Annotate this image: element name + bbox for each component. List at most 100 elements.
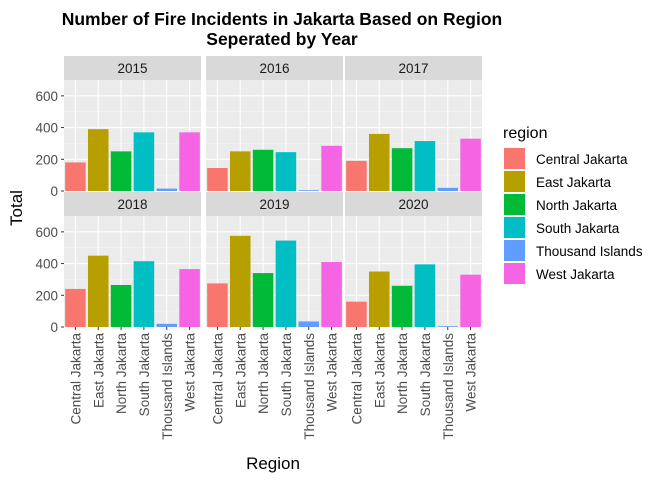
bar-2020-north-jakarta <box>391 285 413 327</box>
x-tick-label: North Jakarta <box>395 333 410 415</box>
facet-strip <box>206 192 343 216</box>
x-tick-label: North Jakarta <box>256 333 271 415</box>
facet-strip-label: 2019 <box>259 197 289 212</box>
legend-label: Thousand Islands <box>536 244 643 259</box>
bar-2020-central-jakarta <box>346 301 367 327</box>
legend-swatch <box>504 194 525 215</box>
bar-2017-thousand-islands <box>437 187 459 191</box>
bar-2016-north-jakarta <box>252 149 274 191</box>
legend-item-north-jakarta: North Jakarta <box>504 194 618 215</box>
legend-swatch <box>504 148 525 169</box>
bar-2018-central-jakarta <box>65 288 86 327</box>
bar-2018-south-jakarta <box>133 261 155 327</box>
y-tick-label: 0 <box>50 320 58 335</box>
bar-2016-east-jakarta <box>229 151 251 191</box>
legend-label: South Jakarta <box>536 221 620 236</box>
bar-2015-central-jakarta <box>65 162 86 191</box>
x-tick-label: South Jakarta <box>279 333 294 417</box>
legend-swatch <box>504 171 525 192</box>
panel-background <box>64 216 201 327</box>
facet-strip <box>64 192 201 216</box>
bar-2019-central-jakarta <box>207 283 228 327</box>
facet-panels: 2015 0 200 400 600 2016 2017 2018 0 200 400 600 Cent… <box>35 56 482 440</box>
legend-swatch <box>504 240 525 261</box>
bar-2018-thousand-islands <box>156 323 178 327</box>
y-tick-label: 400 <box>35 121 58 136</box>
x-tick-label: Central Jakarta <box>210 333 225 425</box>
bar-2015-north-jakarta <box>110 151 132 191</box>
x-tick-label: Thousand Islands <box>441 333 456 440</box>
legend-item-east-jakarta: East Jakarta <box>504 171 612 192</box>
legend-label: East Jakarta <box>536 175 612 190</box>
x-tick-label: South Jakarta <box>418 333 433 417</box>
y-tick-label: 200 <box>35 152 58 167</box>
legend-swatch <box>504 263 525 284</box>
x-tick-label: East Jakarta <box>233 333 248 409</box>
facet-strip-label: 2015 <box>117 61 147 76</box>
facet-strip-label: 2020 <box>398 197 428 212</box>
panel-background <box>345 80 482 191</box>
panel-background <box>206 80 343 191</box>
panel-background <box>345 216 482 327</box>
bar-2018-west-jakarta <box>179 269 200 327</box>
legend-label: West Jakarta <box>536 267 615 282</box>
x-tick-label: Thousand Islands <box>160 333 175 440</box>
bar-2019-thousand-islands <box>298 321 320 327</box>
x-axis-title: Region <box>246 454 300 473</box>
legend-item-south-jakarta: South Jakarta <box>504 217 620 238</box>
y-tick-label: 600 <box>35 225 58 240</box>
x-tick-label: West Jakarta <box>464 333 479 412</box>
x-tick-label: East Jakarta <box>91 333 106 409</box>
bar-2016-thousand-islands <box>298 190 320 191</box>
bar-2016-west-jakarta <box>321 145 342 191</box>
facet-strip <box>345 192 482 216</box>
facet-2020: 2020 Central Jakarta East Jakarta North Jak… <box>345 192 482 440</box>
bar-2017-north-jakarta <box>391 148 413 191</box>
legend: region Central Jakarta East Jakarta North … <box>503 125 643 284</box>
facet-strip <box>206 56 343 80</box>
y-axis-title: Total <box>7 190 26 226</box>
bar-2015-south-jakarta <box>133 132 155 191</box>
panel-background <box>206 216 343 327</box>
legend-item-central-jakarta: Central Jakarta <box>504 148 628 169</box>
bar-2019-west-jakarta <box>321 261 342 327</box>
y-tick-label: 0 <box>50 184 58 199</box>
facet-2017: 2017 <box>345 56 482 192</box>
facet-strip-label: 2017 <box>398 61 428 76</box>
bar-2019-east-jakarta <box>229 235 251 327</box>
bar-2015-east-jakarta <box>87 129 109 191</box>
bar-2017-east-jakarta <box>368 133 390 191</box>
bar-2017-west-jakarta <box>460 138 481 191</box>
legend-label: Central Jakarta <box>536 152 628 167</box>
bar-2020-west-jakarta <box>460 274 481 327</box>
bar-2020-thousand-islands <box>437 326 459 327</box>
legend-item-thousand-islands: Thousand Islands <box>504 240 643 261</box>
facet-strip-label: 2018 <box>117 197 147 212</box>
chart-title: Number of Fire Incidents in Jakarta Base… <box>62 9 503 29</box>
facet-2016: 2016 <box>206 56 343 192</box>
legend-swatch <box>504 217 525 238</box>
x-tick-label: Thousand Islands <box>302 333 317 440</box>
legend-item-west-jakarta: West Jakarta <box>504 263 615 284</box>
bar-2019-north-jakarta <box>252 273 274 327</box>
bar-2019-south-jakarta <box>275 240 297 327</box>
x-tick-label: West Jakarta <box>325 333 340 412</box>
bar-2020-south-jakarta <box>414 264 436 327</box>
x-tick-label: South Jakarta <box>137 333 152 417</box>
facet-2019: 2019 Central Jakarta East Jakarta North Jak… <box>206 192 343 440</box>
legend-label: North Jakarta <box>536 198 618 213</box>
x-tick-label: North Jakarta <box>114 333 129 415</box>
bar-2018-north-jakarta <box>110 284 132 327</box>
x-tick-label: East Jakarta <box>372 333 387 409</box>
bar-2017-south-jakarta <box>414 141 436 191</box>
facet-2015: 2015 0 200 400 600 <box>35 56 201 199</box>
facet-strip-label: 2016 <box>259 61 289 76</box>
bar-2016-south-jakarta <box>275 152 297 191</box>
facet-2018: 2018 0 200 400 600 Central Jakarta East Jakart… <box>35 192 201 440</box>
x-tick-label: West Jakarta <box>183 333 198 412</box>
x-tick-label: Central Jakarta <box>68 333 83 425</box>
legend-title: region <box>503 125 547 142</box>
bar-2015-west-jakarta <box>179 132 200 191</box>
